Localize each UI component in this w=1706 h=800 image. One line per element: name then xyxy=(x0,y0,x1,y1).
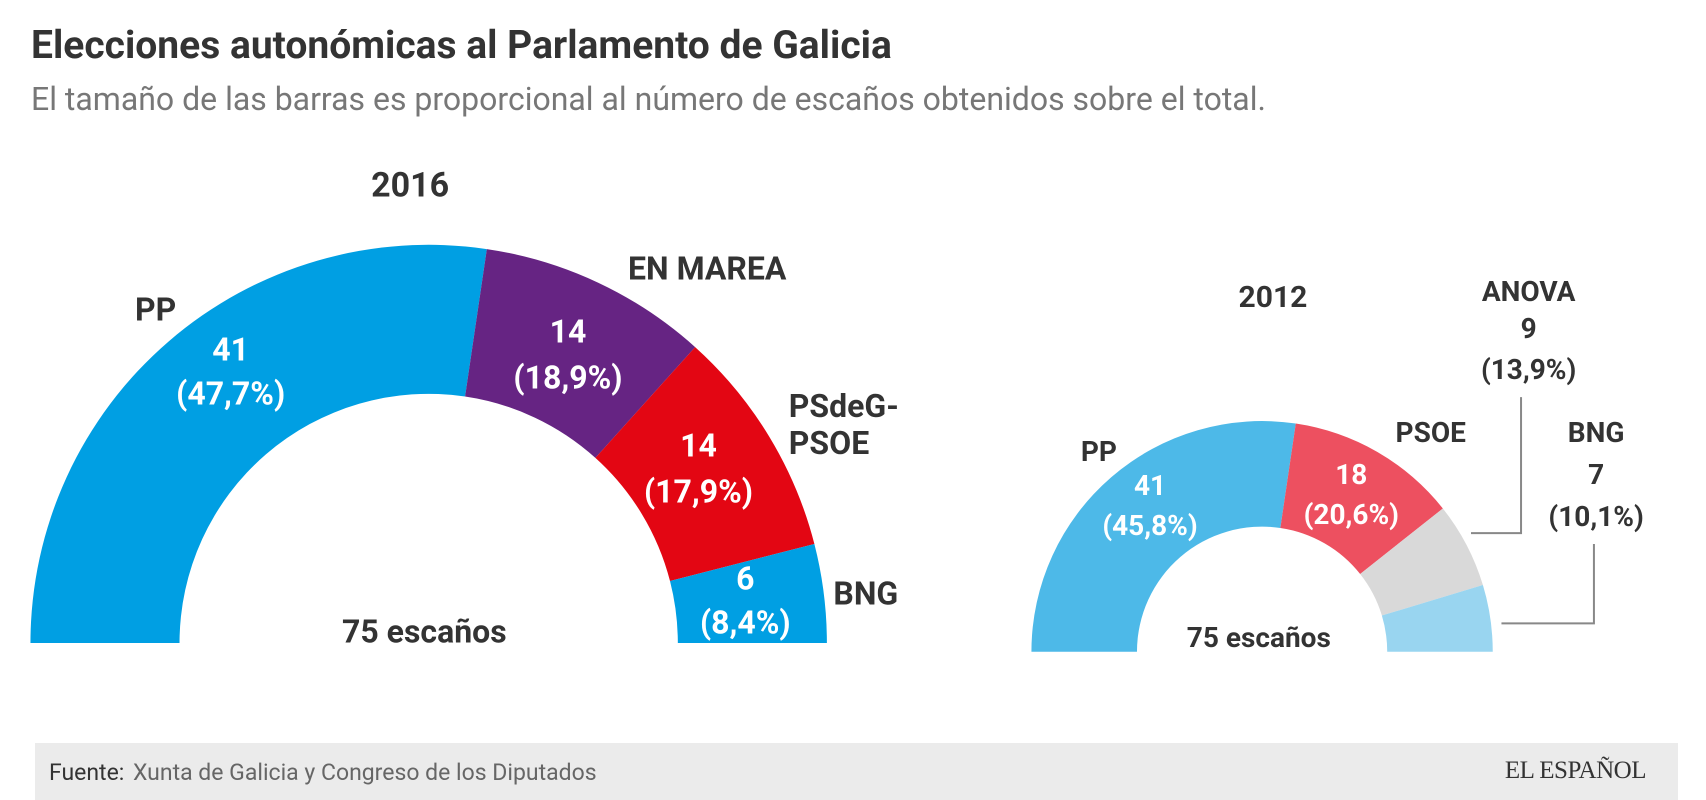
leader-line xyxy=(1501,544,1595,625)
share-label: (8,4%) xyxy=(699,604,791,643)
seat-label: 14 xyxy=(680,426,717,465)
party-name: EN MAREA xyxy=(628,249,787,288)
party-name: PP xyxy=(1080,434,1117,468)
party-name: BNG xyxy=(1567,415,1625,449)
seat-label: 6 xyxy=(736,559,755,598)
charts xyxy=(30,244,1595,652)
chart-title: 2012 xyxy=(1238,279,1308,315)
share-label: (17,9%) xyxy=(643,472,754,511)
total-label: 75 escaños xyxy=(342,612,507,651)
seat-segment xyxy=(670,543,827,644)
party-name: PSdeG-PSOE xyxy=(788,387,899,463)
seat-segment xyxy=(1280,423,1443,574)
chart-title: 2016 xyxy=(371,165,450,206)
footer: Fuente: Xunta de Galicia y Congreso de l… xyxy=(35,743,1678,800)
seat-segment xyxy=(595,347,815,582)
seat-segment xyxy=(465,249,696,458)
share-label: (10,1%) xyxy=(1548,499,1644,533)
seat-label: 41 xyxy=(212,330,250,369)
source: Xunta de Galicia y Congreso de los Diput… xyxy=(133,759,597,786)
logo: EL ESPAÑOL xyxy=(1504,757,1647,784)
total-label: 75 escaños xyxy=(1186,620,1331,654)
seat-label: 41 xyxy=(1133,469,1167,503)
seat-segment xyxy=(30,244,487,644)
seat-label: 18 xyxy=(1335,458,1368,492)
share-label: (20,6%) xyxy=(1303,497,1399,531)
party-name: PSOE xyxy=(1395,415,1466,449)
seat-segment xyxy=(1031,421,1296,652)
party-name: BNG xyxy=(833,574,899,613)
source-label: Fuente: xyxy=(49,759,125,786)
seat-label: 7 xyxy=(1588,458,1605,492)
share-label: (47,7%) xyxy=(176,374,286,413)
subtitle: El tamaño de las barras es proporcional … xyxy=(31,80,1266,118)
seat-label: 9 xyxy=(1520,311,1537,345)
title: Elecciones autonómicas al Parlamento de … xyxy=(31,22,892,68)
party-name: ANOVA xyxy=(1481,274,1576,308)
share-label: (13,9%) xyxy=(1480,352,1577,386)
share-label: (45,8%) xyxy=(1102,508,1198,542)
seat-label: 14 xyxy=(549,312,587,351)
leader-line xyxy=(1470,397,1523,535)
seat-segment xyxy=(1381,585,1493,652)
party-name: PP xyxy=(134,290,177,329)
seat-segment xyxy=(1360,508,1483,616)
share-label: (18,9%) xyxy=(513,358,623,397)
